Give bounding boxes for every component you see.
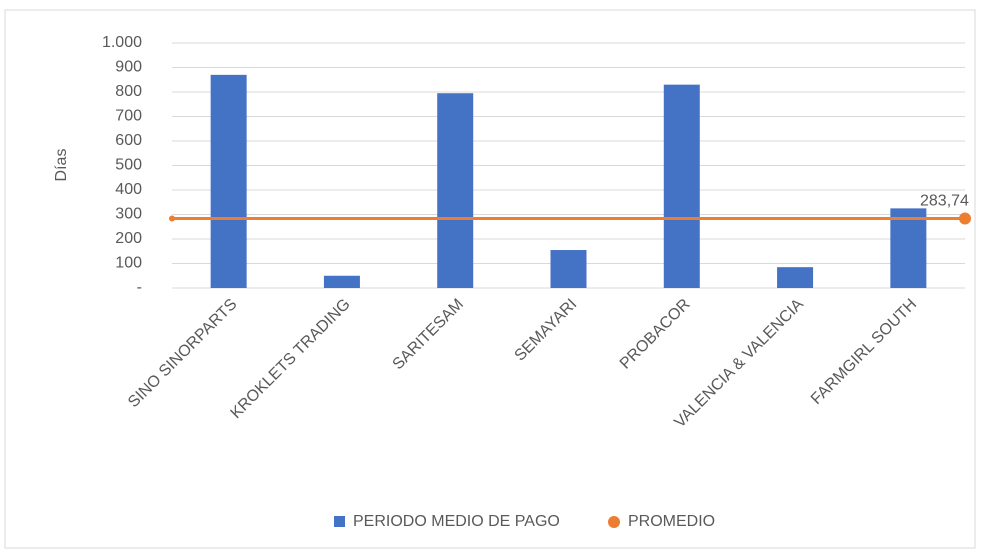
y-tick-label: 500 (115, 157, 142, 174)
data-label: 283,74 (920, 193, 969, 210)
y-tick-label: 600 (115, 132, 142, 149)
legend-swatch (608, 516, 620, 528)
legend-label: PROMEDIO (628, 513, 715, 530)
bar (210, 74, 247, 288)
line-marker (169, 215, 175, 222)
y-tick-label: 700 (115, 108, 142, 125)
y-tick-label: 900 (115, 59, 142, 76)
line-marker (959, 212, 971, 225)
y-tick-label: 200 (115, 230, 142, 247)
bar (323, 275, 360, 288)
y-tick-label: 800 (115, 83, 142, 100)
y-tick-label: - (137, 279, 142, 296)
legend-label: PERIODO MEDIO DE PAGO (353, 513, 560, 530)
bar (777, 267, 814, 288)
bar (437, 93, 474, 288)
chart-frame (4, 9, 976, 549)
bar (550, 250, 587, 288)
bar (663, 84, 700, 289)
y-tick-label: 1.000 (102, 34, 142, 51)
bar (890, 208, 927, 288)
legend-swatch (334, 516, 345, 527)
y-tick-label: 400 (115, 181, 142, 198)
y-tick-label: 100 (115, 255, 142, 272)
y-axis-label: Días (53, 149, 70, 182)
y-tick-label: 300 (115, 206, 142, 223)
